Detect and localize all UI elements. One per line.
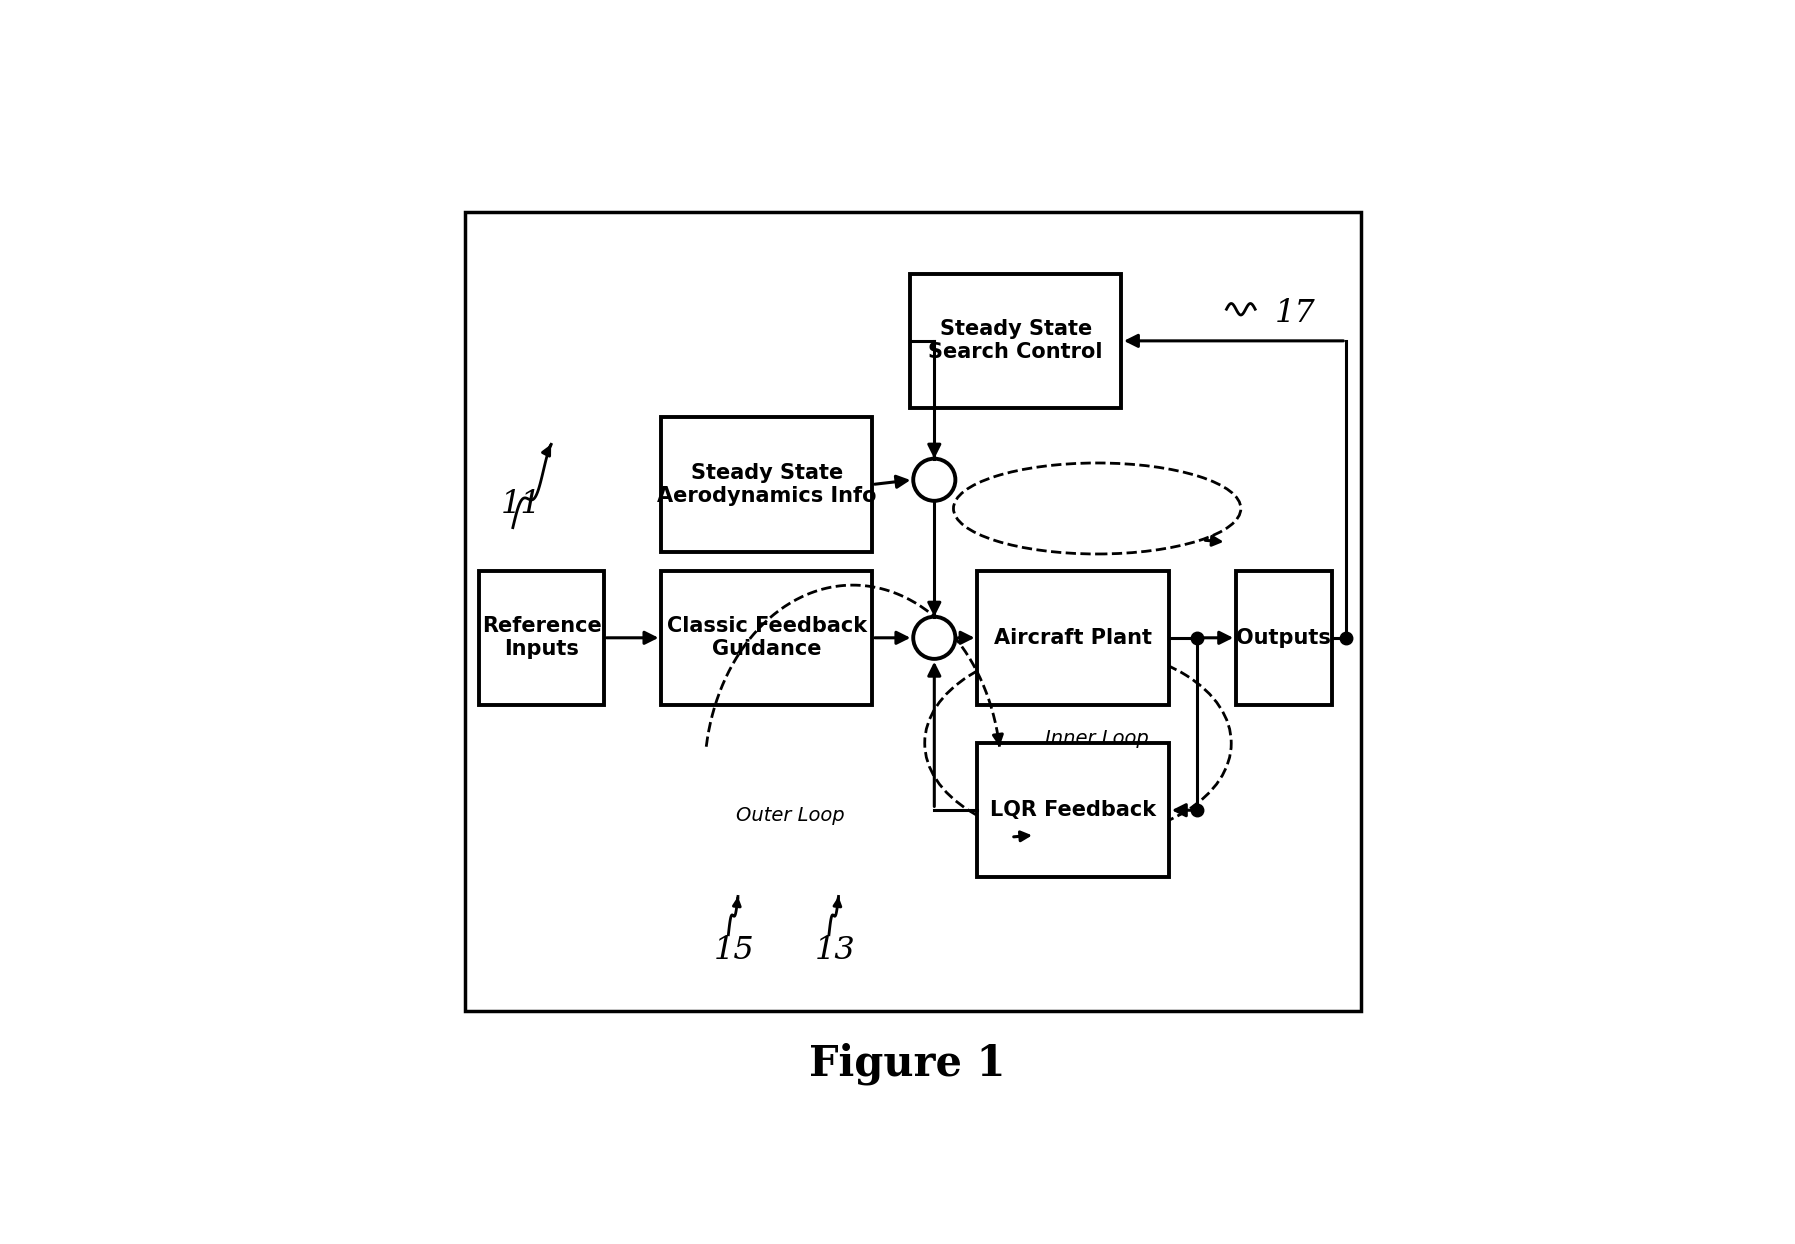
Text: Outputs: Outputs <box>1237 628 1332 648</box>
Text: 13: 13 <box>815 934 856 965</box>
Text: Steady State
Search Control: Steady State Search Control <box>928 320 1102 362</box>
Bar <box>661 418 872 551</box>
Text: LQR Feedback: LQR Feedback <box>991 800 1156 820</box>
Text: Outer Loop: Outer Loop <box>736 806 845 825</box>
Text: Classic Feedback
Guidance: Classic Feedback Guidance <box>666 616 867 659</box>
Bar <box>465 211 1361 1011</box>
Text: 15: 15 <box>714 934 754 965</box>
Text: Steady State
Aerodynamics Info: Steady State Aerodynamics Info <box>657 463 876 506</box>
Bar <box>1237 571 1332 705</box>
Circle shape <box>914 459 955 501</box>
Bar <box>978 743 1169 877</box>
Text: Aircraft Plant: Aircraft Plant <box>994 628 1152 648</box>
Bar <box>978 571 1169 705</box>
Text: Figure 1: Figure 1 <box>810 1042 1005 1085</box>
Circle shape <box>914 617 955 659</box>
Bar <box>479 571 603 705</box>
Text: Inner Loop: Inner Loop <box>1045 729 1149 748</box>
Text: 17: 17 <box>1274 297 1316 328</box>
Text: Reference
Inputs: Reference Inputs <box>481 616 601 659</box>
Bar <box>910 274 1122 408</box>
Text: 11: 11 <box>501 489 540 520</box>
Bar <box>661 571 872 705</box>
